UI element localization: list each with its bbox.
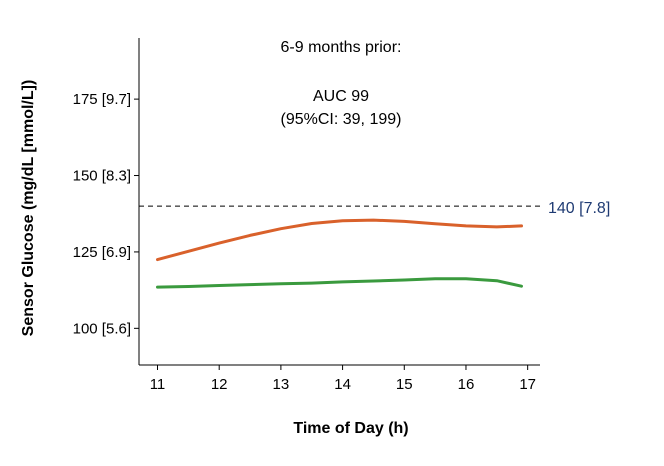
annotation-period: 6-9 months prior: <box>281 39 402 56</box>
x-tick-label: 14 <box>334 376 351 393</box>
series-line <box>156 277 523 289</box>
x-tick-label: 17 <box>519 376 536 393</box>
y-ticks: 100 [5.6] 125 [6.9] 150 [8.3] 175 [9.7] <box>73 91 139 337</box>
x-tick-label: 11 <box>150 376 166 393</box>
x-tick-label: 13 <box>273 376 290 393</box>
y-tick-label: 150 [8.3] <box>73 168 131 185</box>
x-tick-label: 12 <box>211 376 228 393</box>
x-axis-title: Time of Day (h) <box>293 420 408 437</box>
reference-line-label: 140 [7.8] <box>548 200 610 217</box>
y-tick-label: 175 [9.7] <box>73 91 131 108</box>
x-ticks: 11 12 13 14 15 16 17 <box>150 365 536 393</box>
series-group <box>156 218 523 289</box>
annotation-auc: AUC 99 <box>313 88 369 105</box>
annotation-ci: (95%CI: 39, 199) <box>281 111 402 128</box>
series-line <box>156 218 523 262</box>
y-tick-label: 125 [6.9] <box>73 244 131 261</box>
x-tick-label: 15 <box>396 376 413 393</box>
x-tick-label: 16 <box>458 376 475 393</box>
y-tick-label: 100 [5.6] <box>73 320 131 337</box>
y-axis-title: Sensor Glucose (mg/dL [mmol/L]) <box>20 80 37 337</box>
axes <box>138 38 540 366</box>
